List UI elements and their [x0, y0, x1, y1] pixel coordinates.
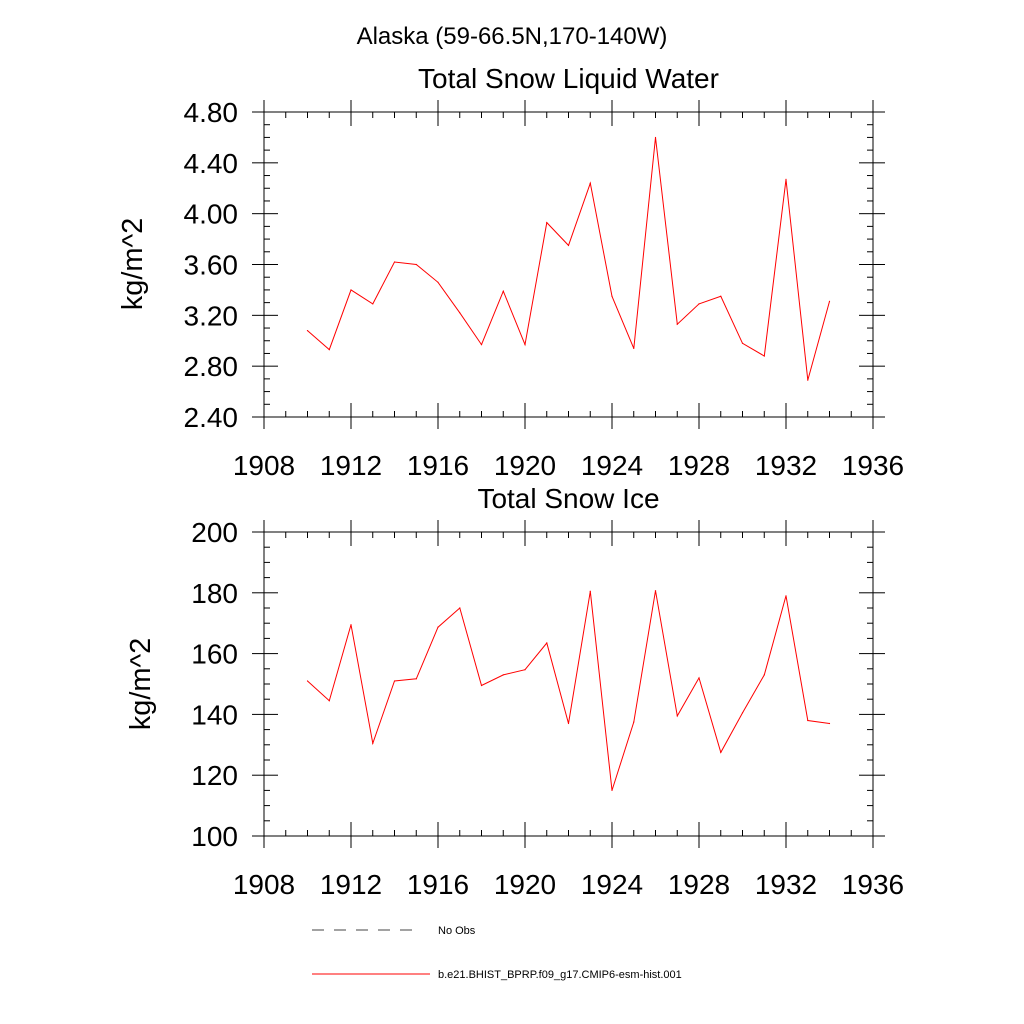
legend-model-label: b.e21.BHIST_BPRP.f09_g17.CMIP6-esm-hist.…: [438, 969, 682, 981]
data-point: [676, 323, 678, 325]
plot-frame: [263, 531, 874, 837]
plot-frame: [263, 111, 874, 418]
y-tick-label: 4.00: [184, 199, 239, 230]
y-tick-label: 100: [191, 821, 238, 852]
snow-ice-panel: Total Snow Ice kg/m^2 1908 1912 1916 1920 1924…: [125, 483, 904, 900]
x-tick-label: 1928: [668, 450, 730, 481]
data-point: [437, 281, 439, 283]
data-point: [611, 789, 613, 792]
data-point: [807, 719, 809, 722]
data-point: [306, 329, 309, 332]
data-point: [524, 669, 526, 671]
data-point: [415, 263, 417, 266]
x-tick-label: 1936: [842, 450, 904, 481]
series-line: [307, 137, 830, 381]
data-point: [785, 595, 787, 597]
legend-no-obs-label: No Obs: [438, 925, 476, 937]
series-line: [307, 590, 830, 791]
y-tick-label: 160: [191, 639, 238, 670]
data-point: [480, 684, 483, 687]
data-point: [459, 607, 461, 609]
x-tick-label: 1916: [407, 869, 469, 900]
panel-title: Total Snow Ice: [477, 483, 659, 514]
data-point: [459, 312, 461, 314]
data-point: [828, 300, 831, 302]
y-tick-label: 4.80: [184, 97, 239, 128]
data-point: [698, 303, 700, 305]
x-tick-label: 1928: [668, 869, 730, 900]
data-point: [763, 674, 765, 676]
data-point: [567, 244, 570, 247]
data-point: [350, 289, 352, 291]
data-point: [546, 642, 548, 644]
y-tick-label: 3.20: [184, 300, 239, 331]
data-point: [393, 680, 396, 682]
data-point: [720, 295, 722, 297]
data-point: [589, 182, 591, 184]
y-tick-label: 120: [191, 760, 238, 791]
data-point: [328, 700, 330, 702]
x-tick-label: 1920: [494, 450, 556, 481]
data-point: [567, 722, 570, 725]
data-point: [502, 290, 504, 292]
data-point: [633, 721, 635, 723]
x-tick-label: 1908: [233, 450, 295, 481]
data-point: [589, 590, 591, 592]
data-point: [698, 677, 700, 679]
x-tick-label: 1912: [320, 869, 382, 900]
data-point: [306, 680, 309, 682]
y-tick-label: 3.60: [184, 250, 239, 281]
y-axis-label: kg/m^2: [125, 638, 157, 731]
y-tick-label: 4.40: [184, 148, 239, 179]
data-point: [328, 349, 330, 351]
data-point: [633, 347, 635, 349]
y-tick-label: 2.80: [184, 351, 239, 382]
x-tick-label: 1916: [407, 450, 469, 481]
data-point: [350, 624, 352, 626]
panel-title: Total Snow Liquid Water: [418, 63, 719, 94]
data-point: [546, 221, 548, 224]
y-tick-label: 200: [191, 517, 238, 548]
x-tick-label: 1924: [581, 869, 643, 900]
data-point: [828, 722, 831, 725]
data-point: [654, 136, 657, 139]
data-point: [720, 751, 722, 754]
x-tick-label: 1908: [233, 869, 295, 900]
data-point: [676, 715, 678, 717]
data-point: [741, 342, 744, 344]
data-point: [415, 678, 417, 680]
x-tick-label: 1920: [494, 869, 556, 900]
data-point: [807, 379, 809, 381]
y-tick-label: 140: [191, 699, 238, 730]
y-tick-label: 180: [191, 578, 238, 609]
data-point: [437, 626, 439, 628]
data-point: [502, 674, 504, 676]
data-point: [372, 303, 374, 305]
data-point: [393, 261, 396, 263]
y-axis-label: kg/m^2: [117, 218, 149, 311]
x-tick-label: 1932: [755, 869, 817, 900]
y-tick-label: 2.40: [184, 402, 239, 433]
data-point: [785, 178, 787, 180]
data-point: [372, 742, 374, 744]
data-point: [524, 343, 526, 346]
data-point: [480, 343, 483, 346]
x-tick-label: 1936: [842, 869, 904, 900]
x-tick-label: 1924: [581, 450, 643, 481]
legend: No Obs b.e21.BHIST_BPRP.f09_g17.CMIP6-es…: [312, 925, 682, 981]
data-point: [611, 295, 613, 297]
figure-title: Alaska (59-66.5N,170-140W): [357, 23, 668, 50]
data-point: [741, 712, 744, 714]
snow-liquid-water-panel: Total Snow Liquid Water kg/m^2 1908 1912 191…: [117, 63, 904, 481]
x-tick-label: 1932: [755, 450, 817, 481]
data-point: [654, 590, 657, 592]
data-point: [763, 355, 765, 357]
x-tick-label: 1912: [320, 450, 382, 481]
